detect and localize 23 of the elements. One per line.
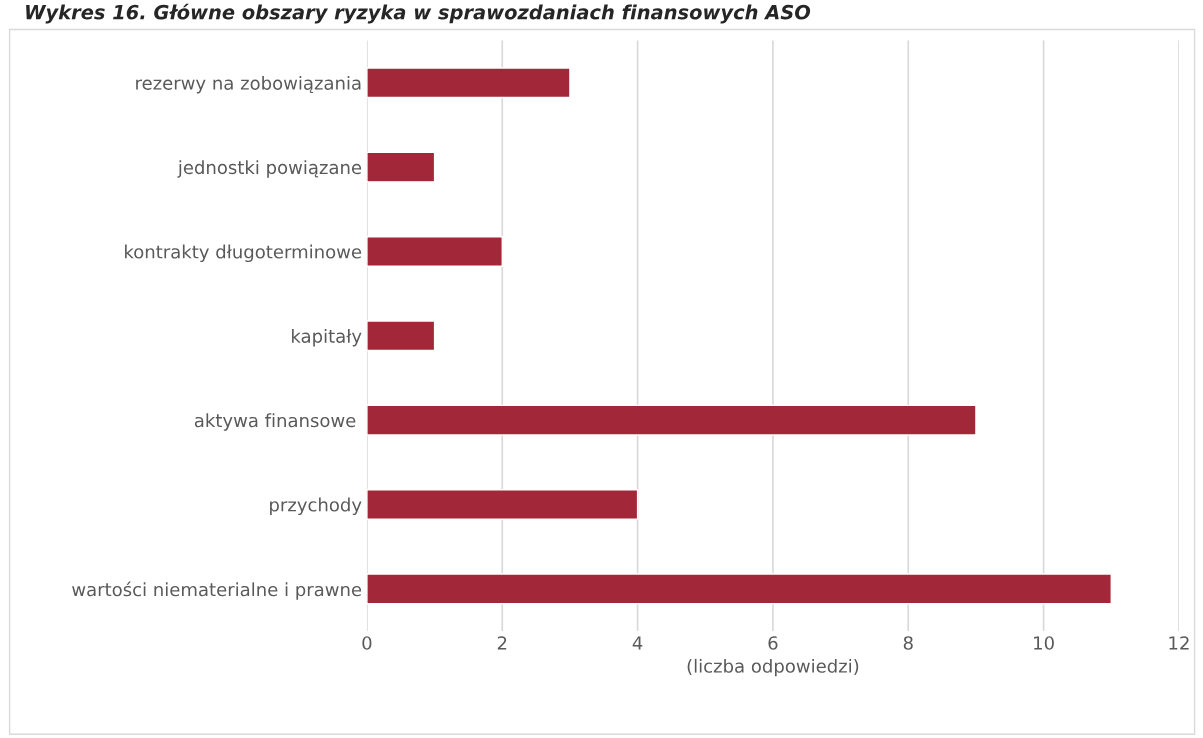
x-tick-label: 4 xyxy=(632,636,643,650)
bar xyxy=(366,489,639,520)
y-tick-label: wartości niematerialne i prawne xyxy=(72,581,362,600)
bar xyxy=(366,235,503,267)
bar xyxy=(366,573,1112,605)
x-tick-label: 0 xyxy=(362,636,372,650)
bar xyxy=(366,404,977,436)
y-tick-label: kontrakty długoterminowe xyxy=(125,244,362,263)
x-tick-label: 10 xyxy=(1034,636,1054,650)
bar xyxy=(366,320,436,352)
x-tick-label: 6 xyxy=(768,636,778,650)
x-axis-title: (liczba odpowiedzi) xyxy=(687,658,859,677)
y-tick-label: przychody xyxy=(270,497,362,516)
bar xyxy=(366,151,436,183)
x-tick-label: 12 xyxy=(1169,636,1189,650)
y-tick-label: rezerwy na zobowiązania xyxy=(136,75,361,94)
chart-title: Wykres 16. Główne obszary ryzyka w sprawozdaniach finansowych ASO xyxy=(26,3,811,24)
y-tick-label: aktywa finansowe xyxy=(194,413,356,431)
bar xyxy=(366,67,571,99)
x-tick-label: 2 xyxy=(497,636,507,650)
y-tick-label: kapitały xyxy=(292,328,362,347)
x-tick-label: 8 xyxy=(903,636,913,650)
y-tick-label: jednostki powiązane xyxy=(177,160,362,178)
